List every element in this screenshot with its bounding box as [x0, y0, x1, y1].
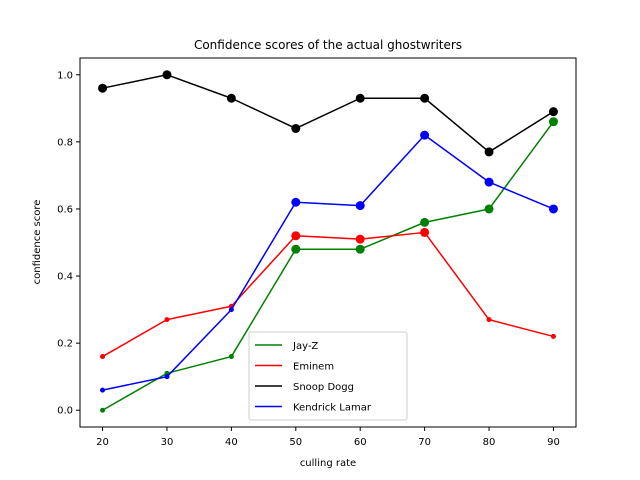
series-line-kendrick-lamar — [102, 134, 554, 391]
data-point-kendrick-lamar — [228, 307, 234, 313]
x-tick-label: 70 — [418, 437, 431, 448]
data-point-snoop-dogg — [548, 107, 558, 117]
data-point-jay-z — [100, 407, 106, 413]
data-point-jay-z — [228, 354, 234, 360]
legend-label: Snoop Dogg — [293, 382, 354, 393]
x-axis-label: culling rate — [300, 458, 356, 469]
x-axis: 20 30 40 50 60 70 80 90 — [96, 427, 560, 448]
axes-frame — [79, 57, 577, 428]
x-tick-label: 80 — [483, 437, 496, 448]
plot-area — [98, 70, 558, 413]
x-tick-label: 50 — [289, 437, 302, 448]
series-line-eminem — [102, 231, 554, 358]
data-point-eminem — [291, 231, 301, 241]
data-point-snoop-dogg — [355, 93, 365, 103]
data-point-eminem — [420, 227, 430, 237]
chart-title: Confidence scores of the actual ghostwri… — [194, 38, 462, 52]
data-point-jay-z — [548, 117, 558, 127]
y-tick-label: 0.8 — [57, 137, 73, 148]
legend: Jay-Z Eminem Snoop Dogg Kendrick Lamar — [248, 331, 408, 421]
data-point-kendrick-lamar — [100, 387, 106, 393]
data-point-eminem — [550, 333, 556, 339]
x-tick-label: 20 — [96, 437, 109, 448]
data-point-snoop-dogg — [226, 93, 236, 103]
x-tick-label: 30 — [161, 437, 174, 448]
data-point-eminem — [355, 234, 365, 244]
data-point-eminem — [486, 317, 492, 323]
y-axis-label: confidence score — [32, 200, 43, 285]
y-axis: 0.0 0.2 0.4 0.6 0.8 1.0 — [57, 70, 80, 417]
x-tick-label: 90 — [547, 437, 560, 448]
series-line-snoop-dogg — [102, 74, 554, 153]
legend-label: Eminem — [293, 362, 334, 373]
data-point-snoop-dogg — [420, 93, 430, 103]
data-point-jay-z — [291, 244, 301, 254]
data-point-snoop-dogg — [162, 70, 172, 80]
y-tick-label: 0.2 — [57, 339, 73, 350]
legend-label: Kendrick Lamar — [293, 403, 372, 414]
series-line-jay-z — [102, 121, 555, 411]
legend-box — [248, 331, 408, 421]
data-point-kendrick-lamar — [291, 197, 301, 207]
x-tick-label: 60 — [354, 437, 367, 448]
data-point-snoop-dogg — [98, 83, 108, 93]
y-tick-label: 1.0 — [57, 70, 73, 81]
y-tick-label: 0.0 — [57, 406, 73, 417]
data-point-kendrick-lamar — [420, 130, 430, 140]
data-point-kendrick-lamar — [484, 177, 494, 187]
x-tick-label: 40 — [225, 437, 238, 448]
y-tick-label: 0.6 — [57, 204, 73, 215]
data-point-jay-z — [420, 217, 430, 227]
data-point-jay-z — [355, 244, 365, 254]
y-tick-label: 0.4 — [57, 272, 73, 283]
data-point-kendrick-lamar — [164, 374, 170, 380]
data-point-snoop-dogg — [484, 147, 494, 157]
data-point-kendrick-lamar — [355, 201, 365, 211]
legend-label: Jay-Z — [292, 341, 318, 352]
data-point-snoop-dogg — [291, 123, 301, 133]
data-point-kendrick-lamar — [548, 204, 558, 214]
data-point-jay-z — [484, 204, 494, 214]
data-point-eminem — [100, 354, 106, 360]
data-point-eminem — [164, 317, 170, 323]
